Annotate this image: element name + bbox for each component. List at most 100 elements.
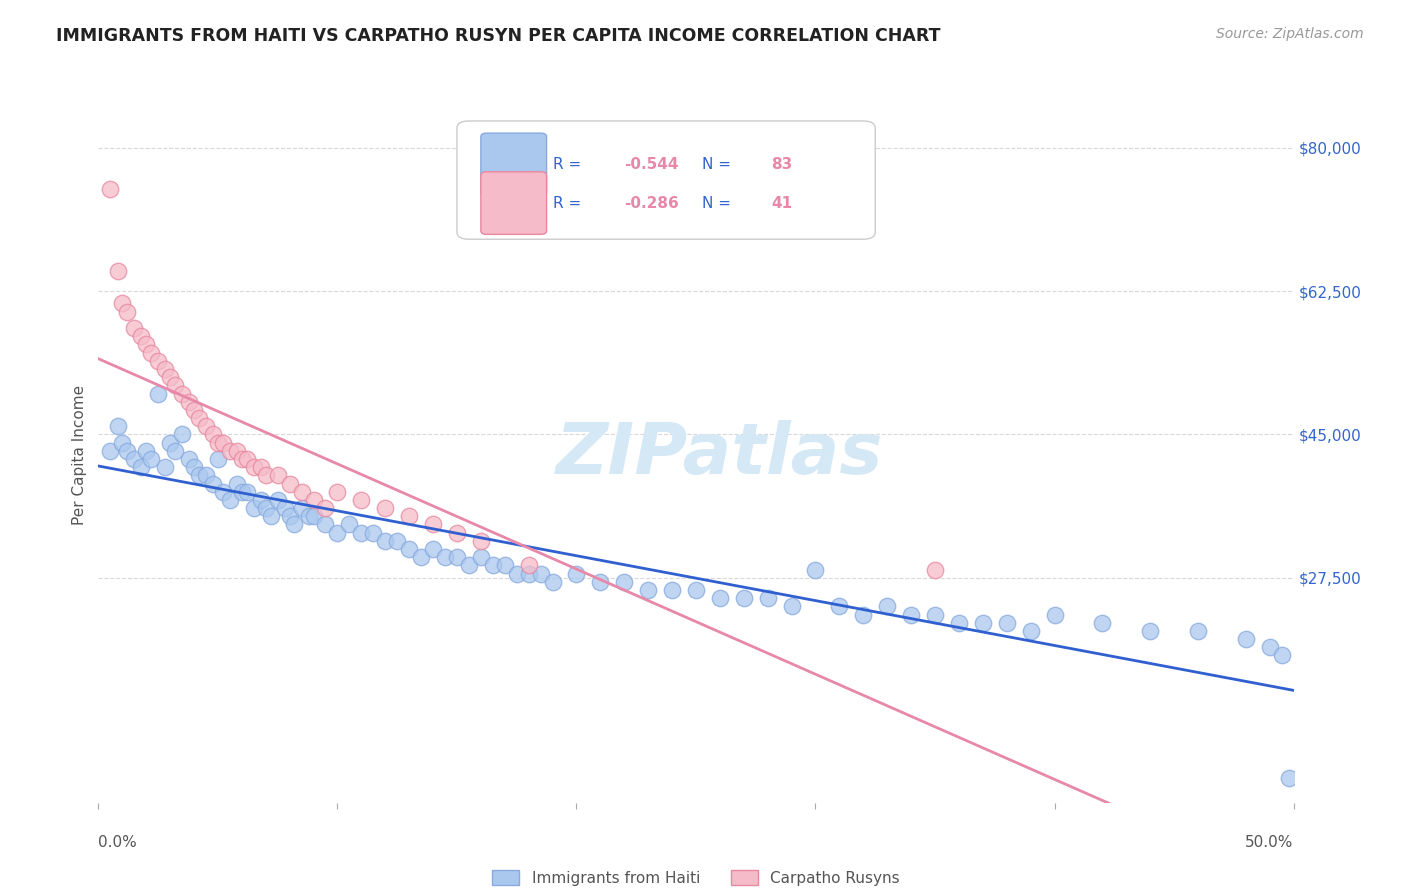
Point xyxy=(219,492,242,507)
Point xyxy=(139,345,162,359)
Point xyxy=(267,492,290,507)
Text: 83: 83 xyxy=(772,157,793,172)
Point xyxy=(211,484,233,499)
Point xyxy=(211,435,233,450)
Text: R =: R = xyxy=(553,195,586,211)
Point xyxy=(398,542,420,557)
Point xyxy=(207,452,229,467)
Text: IMMIGRANTS FROM HAITI VS CARPATHO RUSYN PER CAPITA INCOME CORRELATION CHART: IMMIGRANTS FROM HAITI VS CARPATHO RUSYN … xyxy=(56,27,941,45)
Point xyxy=(494,558,516,573)
Point xyxy=(202,476,225,491)
Point xyxy=(243,460,266,475)
Point xyxy=(111,296,134,310)
Text: -0.286: -0.286 xyxy=(624,195,679,211)
Point xyxy=(259,509,281,524)
Point xyxy=(148,353,170,368)
Point xyxy=(1258,640,1281,655)
Point xyxy=(207,435,229,450)
Point xyxy=(685,582,707,597)
Point xyxy=(1043,607,1066,622)
Point xyxy=(163,378,186,392)
Point xyxy=(274,501,297,516)
Point xyxy=(337,517,360,532)
Point xyxy=(422,542,444,557)
Point xyxy=(278,476,301,491)
Point xyxy=(179,394,201,409)
Point xyxy=(315,501,337,516)
Point xyxy=(458,558,481,573)
Point xyxy=(876,599,898,614)
Point xyxy=(111,435,134,450)
Text: ZIPatlas: ZIPatlas xyxy=(557,420,883,490)
Point xyxy=(107,264,129,278)
Point xyxy=(298,509,321,524)
Point xyxy=(183,460,205,475)
Point xyxy=(98,182,122,196)
Point xyxy=(1271,648,1294,663)
Point xyxy=(235,484,257,499)
Point xyxy=(302,509,325,524)
Point xyxy=(565,566,588,581)
Point xyxy=(243,501,266,516)
Point xyxy=(172,427,194,442)
Point xyxy=(254,468,277,483)
Point xyxy=(315,517,337,532)
Point xyxy=(470,550,492,565)
Point xyxy=(250,460,273,475)
Point xyxy=(163,443,186,458)
Point xyxy=(254,501,277,516)
Point xyxy=(326,525,349,540)
Point xyxy=(187,411,209,425)
Point xyxy=(159,370,181,384)
Text: R =: R = xyxy=(553,157,586,172)
Legend: Immigrants from Haiti, Carpatho Rusyns: Immigrants from Haiti, Carpatho Rusyns xyxy=(492,870,900,886)
Text: 41: 41 xyxy=(772,195,793,211)
Point xyxy=(155,460,177,475)
Point xyxy=(529,566,551,581)
Point xyxy=(398,509,420,524)
Y-axis label: Per Capita Income: Per Capita Income xyxy=(72,384,87,525)
Point xyxy=(350,492,373,507)
Point xyxy=(780,599,803,614)
Point xyxy=(283,517,305,532)
Point xyxy=(202,427,225,442)
Point xyxy=(194,468,217,483)
Point xyxy=(290,484,312,499)
Point xyxy=(267,468,290,483)
Point xyxy=(135,443,157,458)
Text: 0.0%: 0.0% xyxy=(98,836,138,850)
Point xyxy=(187,468,209,483)
Point xyxy=(422,517,444,532)
Text: N =: N = xyxy=(702,195,735,211)
Point xyxy=(733,591,755,606)
Point xyxy=(613,574,636,589)
Point xyxy=(179,452,201,467)
Point xyxy=(637,582,659,597)
Point xyxy=(226,443,249,458)
FancyBboxPatch shape xyxy=(457,121,875,239)
Point xyxy=(446,550,468,565)
Point xyxy=(290,501,312,516)
Point xyxy=(481,558,505,573)
Point xyxy=(155,362,177,376)
Point xyxy=(374,501,396,516)
Point xyxy=(852,607,875,622)
Point xyxy=(278,509,301,524)
Point xyxy=(115,304,138,318)
Point xyxy=(159,435,181,450)
Point xyxy=(948,615,970,630)
Point xyxy=(135,337,157,351)
Point xyxy=(589,574,612,589)
Point xyxy=(148,386,170,401)
Point xyxy=(433,550,456,565)
Point xyxy=(972,615,994,630)
Point xyxy=(661,582,683,597)
Point xyxy=(363,525,385,540)
Point xyxy=(470,533,492,548)
Point xyxy=(124,321,146,335)
Point xyxy=(756,591,779,606)
Point xyxy=(250,492,273,507)
Point xyxy=(1139,624,1161,638)
Point xyxy=(709,591,731,606)
Point xyxy=(374,533,396,548)
